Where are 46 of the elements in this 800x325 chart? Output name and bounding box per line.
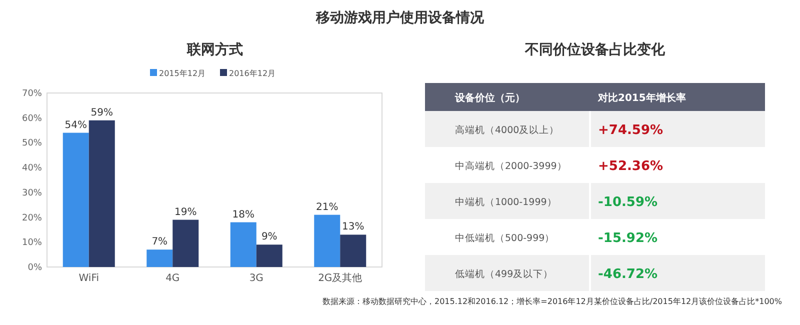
data-label: 59% [90, 107, 113, 118]
data-label: 9% [261, 232, 278, 243]
data-label: 7% [152, 236, 168, 248]
y-tick-label: 10% [22, 238, 42, 248]
y-tick-label: 20% [22, 213, 42, 224]
y-tick-label: 60% [22, 114, 42, 124]
text: 对比2015年增长率 [597, 92, 686, 104]
x-tick-label: WiFi [78, 273, 99, 284]
bar [172, 220, 199, 267]
text: 不同价位设备占比变化 [524, 41, 666, 58]
data-label: 21% [316, 202, 338, 213]
y-tick-label: 30% [22, 188, 42, 198]
data-label: 13% [342, 222, 364, 233]
chart-title: 联网方式 [186, 41, 243, 58]
data-label: 18% [232, 209, 254, 220]
bar [314, 214, 340, 267]
data-label: 54% [64, 120, 87, 131]
source-note: 数据来源：移动数据研究中心，2015.12和2016.12；增长率=2016年12月某价位设备占比/2015年12月该价位设备占比*100% [321, 296, 782, 307]
text: 设备价位（元） [454, 92, 525, 104]
text: +52.36% [598, 159, 664, 174]
category-label: 中端机（1000-1999） [455, 196, 557, 208]
text: -10.59% [598, 195, 658, 210]
bar [88, 120, 115, 267]
text: +74.59% [598, 123, 664, 138]
x-tick-label: 4G [166, 273, 180, 284]
category-label: 中低端机（500-999） [455, 232, 555, 244]
y-tick-label: 0% [28, 263, 42, 273]
y-tick-label: 40% [22, 164, 42, 174]
legend-label: 2016年12月 [229, 69, 276, 78]
bar [256, 244, 282, 267]
category-label: 低端机（499及以下） [455, 268, 554, 280]
bar [62, 132, 89, 267]
y-tick-label: 50% [22, 138, 42, 149]
bar [146, 250, 173, 267]
bar [230, 222, 256, 267]
category-label: 中高端机（2000-3999） [455, 160, 567, 172]
y-tick-label: 70% [22, 89, 42, 99]
data-label: 19% [174, 206, 197, 218]
bar [340, 234, 366, 267]
text: -15.92% [598, 231, 658, 246]
text: 移动游戏用户使用设备情况 [315, 9, 485, 26]
category-label: 高端机（4000及以上） [455, 124, 560, 136]
legend-label: 2015年12月 [159, 69, 206, 78]
x-tick-label: 2G及其他 [318, 272, 362, 284]
x-tick-label: 3G [249, 273, 264, 284]
text: -46.72% [598, 267, 658, 282]
